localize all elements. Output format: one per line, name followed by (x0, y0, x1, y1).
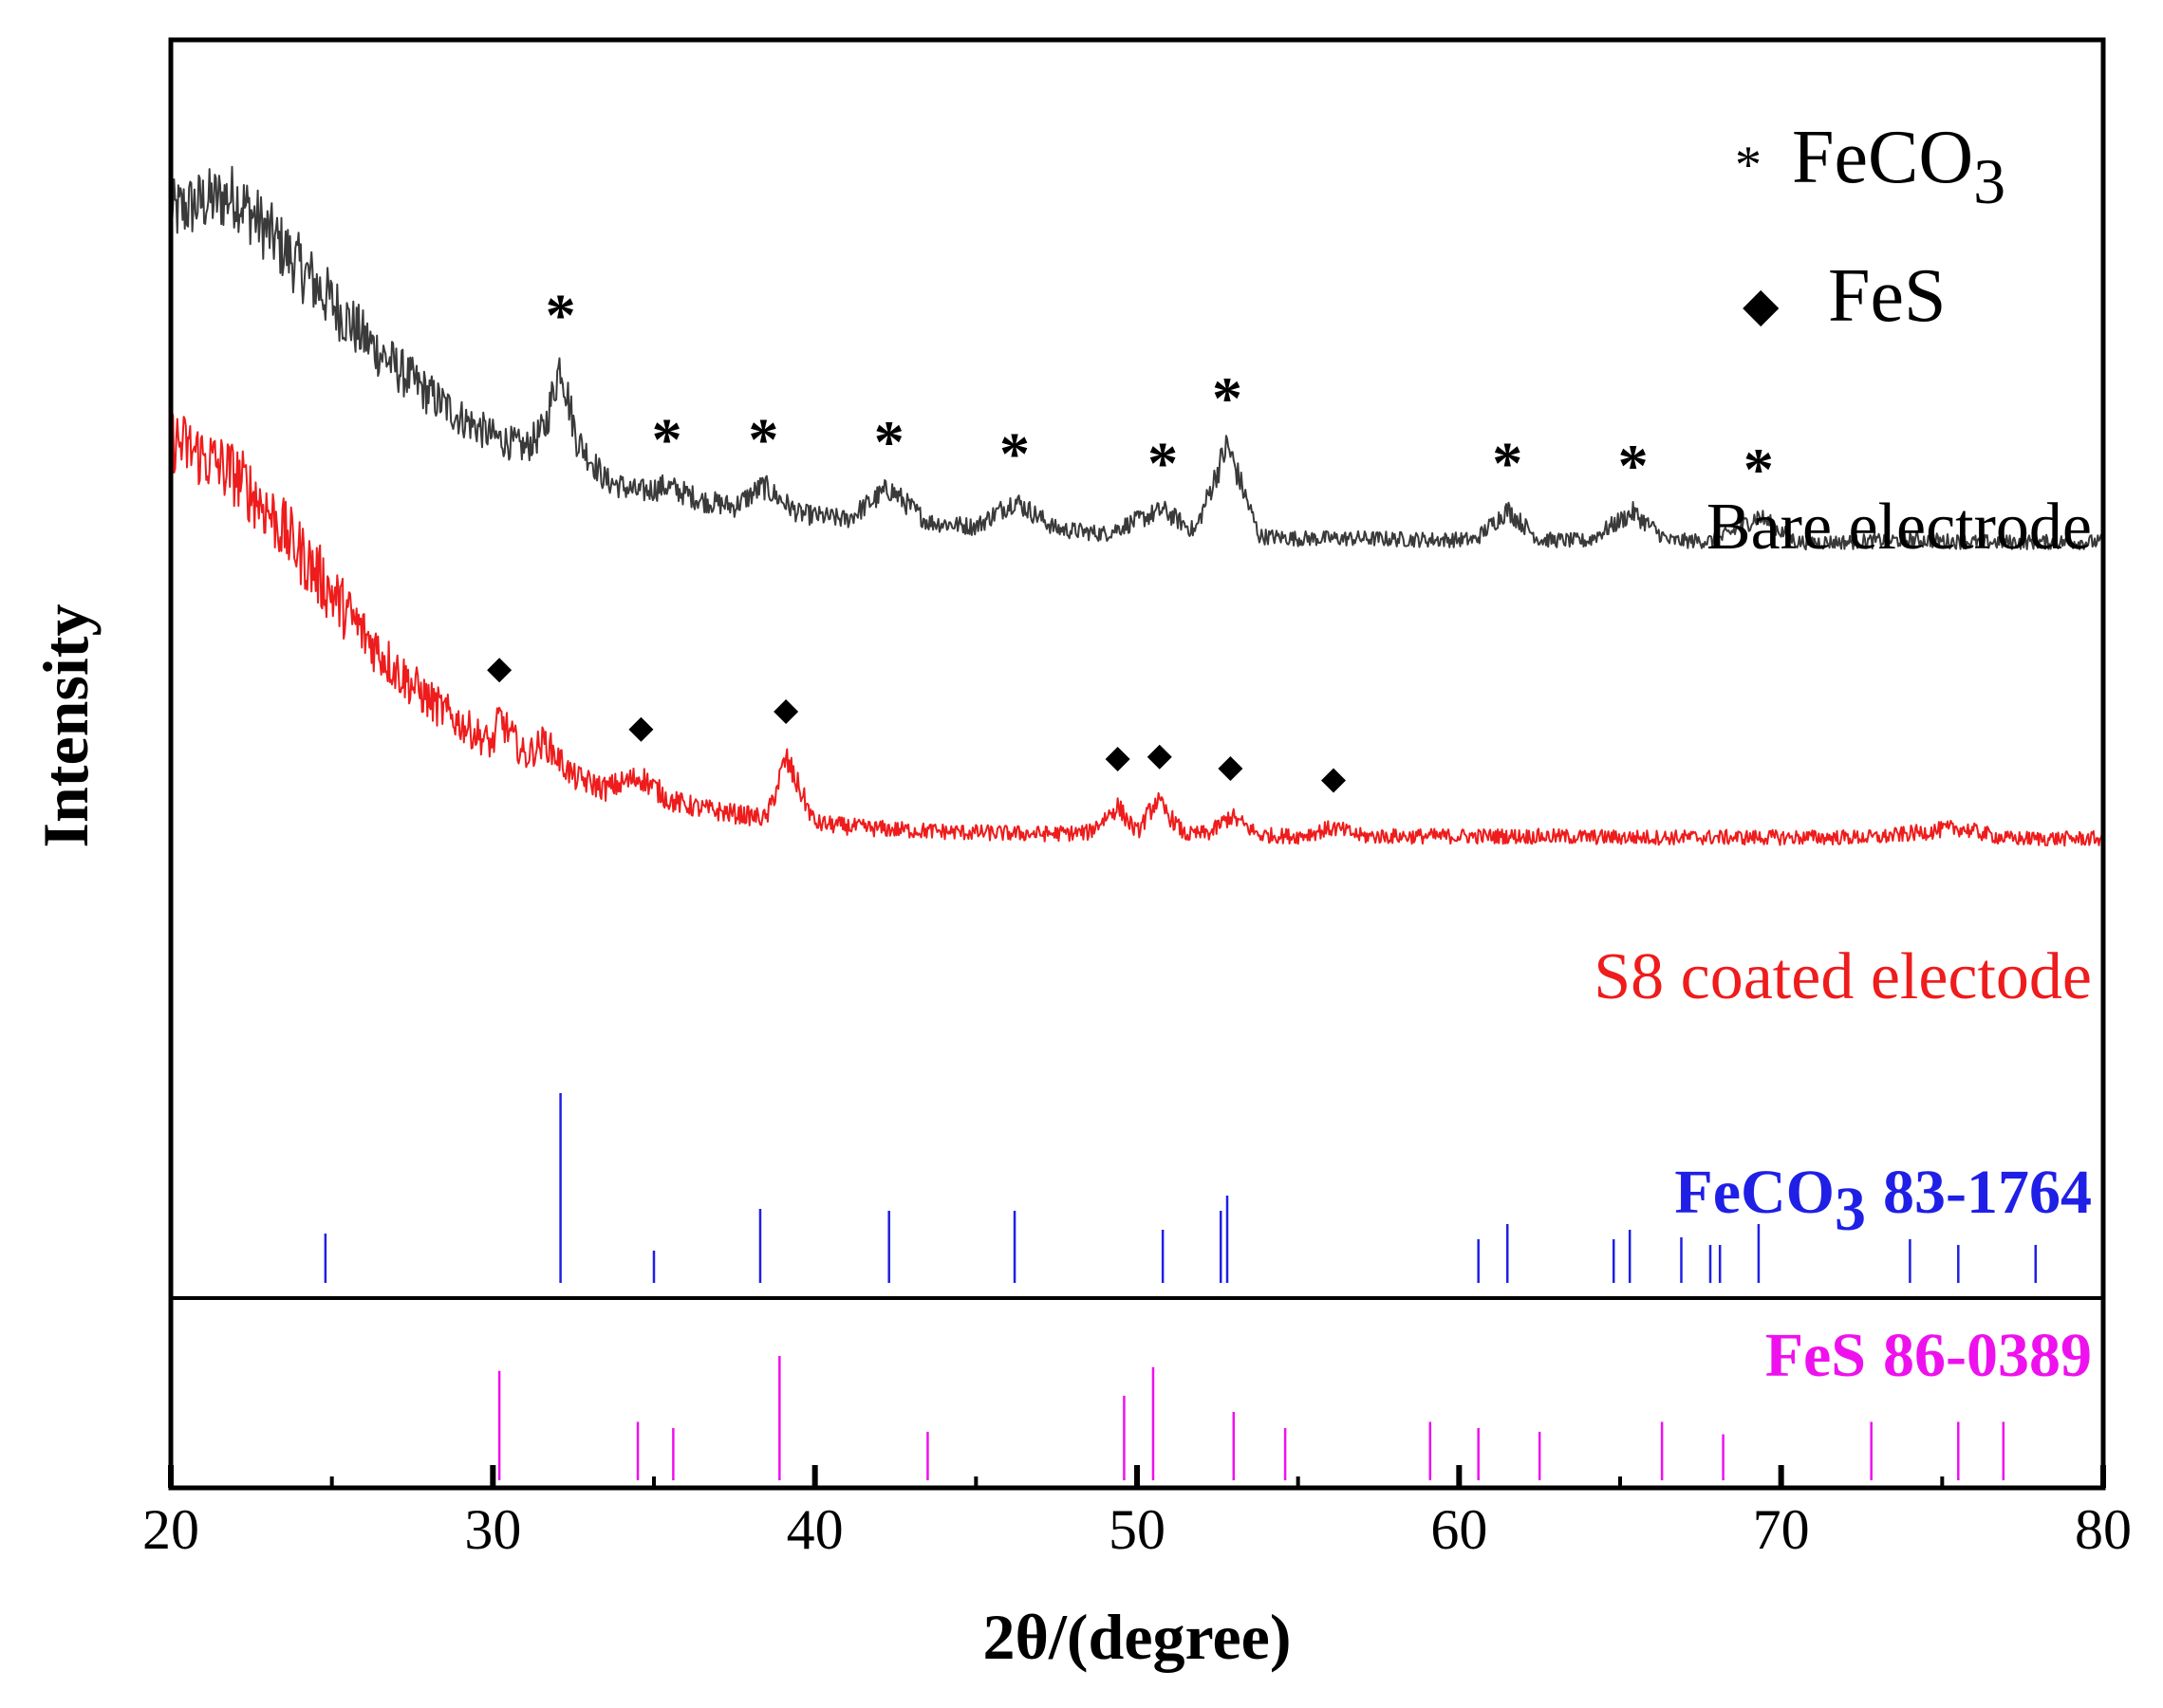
ref-label-feco3: FeCO3 83-1764 (1674, 1158, 2092, 1244)
feco3-peak-marker: * (546, 281, 576, 348)
ref-label-feco3-card: 83-1764 (1883, 1158, 2092, 1227)
fes-peak-marker (487, 658, 513, 683)
ref-label-feco3-name: FeCO (1674, 1158, 1835, 1227)
fes-peak-marker (1218, 756, 1243, 781)
x-tick-label: 30 (464, 1498, 521, 1561)
fes-peak-marker (1147, 744, 1172, 770)
legend: * FeCO3 ◆ FeS (1735, 116, 2005, 338)
feco3-peak-marker: * (1743, 436, 1774, 503)
series-line-0 (170, 165, 2104, 551)
series-label-s8: S8 coated electode (1594, 940, 2092, 1013)
feco3-peak-marker: * (652, 406, 682, 473)
ref-label-fes-name: FeS (1765, 1321, 1866, 1390)
legend-label-fes: FeS (1828, 254, 1947, 338)
series-line-1 (170, 410, 2104, 847)
feco3-peak-marker: * (1212, 364, 1242, 432)
reference-lines (324, 1093, 2105, 1480)
x-axis-title: 2θ/(degree) (983, 1601, 1292, 1673)
x-tick-label: 80 (2075, 1498, 2132, 1561)
x-axis: 20 30 40 50 60 70 80 (142, 1465, 2132, 1561)
feco3-peak-marker: * (1492, 430, 1522, 497)
x-tick-label: 50 (1109, 1498, 1165, 1561)
fes-peak-marker (1105, 747, 1130, 771)
legend-symbol-feco3: * (1735, 136, 1762, 195)
legend-label-feco3-text: FeCO (1792, 116, 1973, 199)
y-axis-title: Intensity (29, 604, 102, 848)
feco3-peak-marker: * (999, 420, 1030, 488)
fes-peak-marker (1320, 768, 1346, 793)
feco3-peak-marker: * (748, 406, 778, 473)
legend-symbol-fes: ◆ (1743, 278, 1780, 331)
pattern-traces (170, 165, 2104, 847)
legend-label-feco3: FeCO3 (1792, 116, 2005, 217)
peak-markers: * * * * * * * * * * (487, 281, 1774, 793)
ref-label-fes-card: 86-0389 (1883, 1321, 2092, 1390)
fes-peak-marker (628, 716, 654, 742)
feco3-peak-marker: * (874, 408, 904, 475)
feco3-peak-marker: * (1147, 430, 1178, 497)
x-tick-label: 20 (142, 1498, 199, 1561)
ref-label-fes: FeS 86-0389 (1765, 1321, 2092, 1390)
legend-label-feco3-subscript: 3 (1973, 145, 2005, 217)
x-tick-label: 60 (1430, 1498, 1487, 1561)
ref-label-feco3-subscript: 3 (1835, 1175, 1866, 1244)
x-tick-label: 40 (787, 1498, 844, 1561)
x-tick-label: 70 (1753, 1498, 1810, 1561)
feco3-peak-marker: * (1618, 432, 1649, 499)
fes-peak-marker (774, 699, 799, 724)
series-label-bare: Bare electrode (1706, 491, 2092, 564)
